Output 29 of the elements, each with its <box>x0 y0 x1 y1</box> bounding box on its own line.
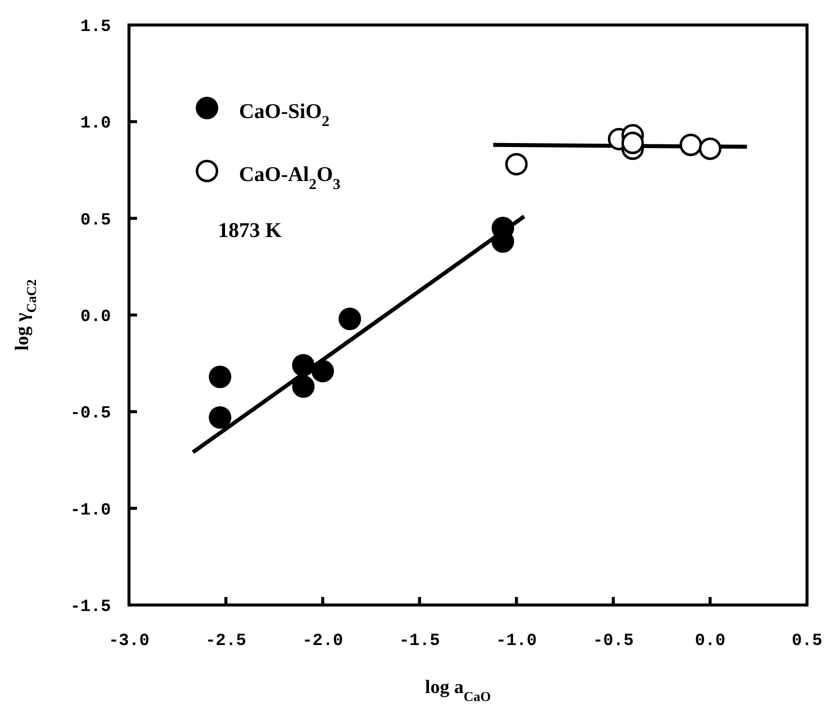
point <box>698 137 722 160</box>
y-tick-label: 1.5 <box>80 18 111 37</box>
x-tick-label: 0.5 <box>792 632 822 651</box>
x-tick-label: -2.0 <box>302 632 344 651</box>
x-tick-label: 0.0 <box>694 632 726 651</box>
x-tick-label: -0.5 <box>592 632 634 651</box>
y-tick-label: -1.5 <box>70 598 111 617</box>
y-tick-label: 1.0 <box>80 114 111 134</box>
y-tick-label: 0.0 <box>80 308 111 327</box>
y-tick-label: -0.5 <box>70 404 111 424</box>
x-tick-label: -3.0 <box>108 632 150 651</box>
point <box>208 406 232 429</box>
annotation: 1873 K <box>218 218 282 242</box>
x-tick-label: -1.5 <box>399 632 440 651</box>
x-tick-label: -1.0 <box>496 632 537 651</box>
x-axis-title: log a$_{CaO}$ <box>425 677 491 704</box>
y-tick-label: -1.0 <box>70 501 111 520</box>
point <box>292 375 315 398</box>
legend-label: CaO-Al$_{2}$O$_{3}$ <box>239 162 341 193</box>
point <box>680 134 702 156</box>
x-tick-label: -2.5 <box>205 632 246 651</box>
point <box>505 152 528 176</box>
legend-label: CaO-SiO$_{2}$ <box>239 99 330 130</box>
point <box>208 366 232 388</box>
point <box>292 354 315 377</box>
y-tick-label: 0.5 <box>80 211 111 230</box>
point <box>621 132 644 154</box>
point <box>338 308 362 330</box>
point <box>311 360 334 382</box>
